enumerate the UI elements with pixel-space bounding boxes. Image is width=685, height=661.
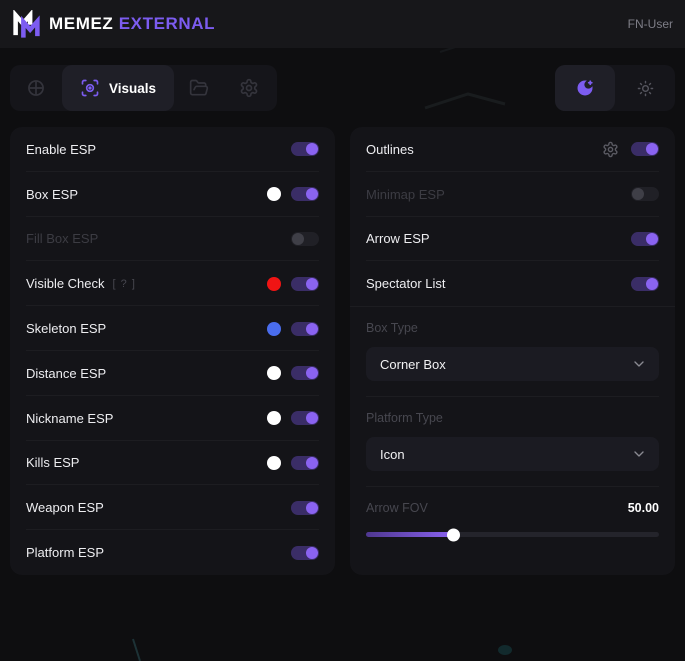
- row-fill-box-esp: Fill Box ESP: [10, 217, 335, 262]
- box-esp-toggle[interactable]: [291, 187, 319, 202]
- nickname-esp-color-swatch[interactable]: [267, 411, 281, 426]
- theme-light-button[interactable]: [615, 65, 675, 111]
- arrow-fov-section: Arrow FOV 50.00: [350, 487, 675, 553]
- header-bar: MEMEZ EXTERNAL FN-User: [0, 0, 685, 48]
- box-type-value: Corner Box: [380, 356, 446, 372]
- outlines-settings-gear-icon[interactable]: [602, 141, 619, 158]
- skeleton-esp-color-swatch[interactable]: [267, 321, 281, 336]
- row-skeleton-esp: Skeleton ESP: [10, 306, 335, 351]
- platform-type-section: Platform Type Icon: [350, 397, 675, 488]
- minimap-esp-label: Minimap ESP: [366, 186, 445, 202]
- distance-esp-label: Distance ESP: [26, 365, 107, 381]
- nav-tabbar: Visuals: [10, 65, 277, 111]
- platform-type-label: Platform Type: [366, 411, 443, 426]
- arrow-fov-slider[interactable]: [366, 528, 659, 542]
- tab-aim[interactable]: [10, 65, 62, 111]
- chevron-down-icon: [631, 356, 647, 372]
- outlines-label: Outlines: [366, 141, 414, 157]
- skeleton-esp-toggle[interactable]: [291, 321, 319, 336]
- theme-dark-button[interactable]: [555, 65, 615, 111]
- tab-configs[interactable]: [174, 65, 224, 111]
- arrow-fov-value: 50.00: [627, 501, 659, 516]
- row-nickname-esp: Nickname ESP: [10, 396, 335, 441]
- platform-esp-toggle[interactable]: [291, 545, 319, 560]
- spectator-list-label: Spectator List: [366, 276, 446, 292]
- chevron-down-icon: [631, 446, 647, 462]
- row-distance-esp: Distance ESP: [10, 351, 335, 396]
- app-title: MEMEZ EXTERNAL: [49, 14, 215, 34]
- username-label: FN-User: [627, 17, 673, 31]
- row-arrow-esp: Arrow ESP: [350, 217, 675, 262]
- box-type-select[interactable]: Corner Box: [366, 347, 659, 382]
- row-enable-esp: Enable ESP: [10, 127, 335, 172]
- outlines-toggle[interactable]: [631, 142, 659, 157]
- row-weapon-esp: Weapon ESP: [10, 485, 335, 530]
- arrow-esp-label: Arrow ESP: [366, 231, 430, 247]
- arrow-esp-toggle[interactable]: [631, 231, 659, 246]
- platform-type-select[interactable]: Icon: [366, 437, 659, 472]
- visible-check-label: Visible Check: [26, 276, 105, 292]
- enable-esp-toggle[interactable]: [291, 142, 319, 157]
- arrow-fov-label: Arrow FOV: [366, 501, 428, 516]
- tab-settings[interactable]: [224, 65, 274, 111]
- sun-icon: [637, 80, 653, 96]
- box-esp-color-swatch[interactable]: [267, 187, 281, 202]
- platform-type-value: Icon: [380, 446, 405, 462]
- nickname-esp-toggle[interactable]: [291, 411, 319, 426]
- box-esp-label: Box ESP: [26, 186, 79, 202]
- memez-logo-icon: [13, 9, 40, 38]
- brand-primary: MEMEZ: [49, 14, 114, 33]
- gear-icon: [240, 78, 258, 98]
- tab-visuals-label: Visuals: [108, 80, 157, 96]
- kills-esp-label: Kills ESP: [26, 455, 80, 471]
- fill-box-esp-toggle[interactable]: [291, 231, 319, 246]
- kills-esp-color-swatch[interactable]: [267, 455, 281, 470]
- row-platform-esp: Platform ESP: [10, 530, 335, 575]
- row-spectator-list: Spectator List: [350, 261, 675, 306]
- brand-accent: EXTERNAL: [118, 14, 216, 33]
- row-visible-check: Visible Check [ ? ]: [10, 261, 335, 306]
- row-box-esp: Box ESP: [10, 172, 335, 217]
- tab-visuals[interactable]: Visuals: [62, 65, 174, 111]
- platform-esp-label: Platform ESP: [26, 545, 105, 561]
- enable-esp-label: Enable ESP: [26, 141, 97, 157]
- visuals-right-panel: Outlines Minimap ESP Arrow ESP Spectator…: [350, 127, 675, 575]
- moon-star-icon: [577, 80, 593, 96]
- spectator-list-toggle[interactable]: [631, 276, 659, 291]
- kills-esp-toggle[interactable]: [291, 455, 319, 470]
- box-type-section: Box Type Corner Box: [350, 306, 675, 398]
- minimap-esp-toggle[interactable]: [631, 187, 659, 202]
- distance-esp-toggle[interactable]: [291, 366, 319, 381]
- nickname-esp-label: Nickname ESP: [26, 410, 114, 426]
- visible-check-color-swatch[interactable]: [267, 276, 281, 291]
- fill-box-esp-label: Fill Box ESP: [26, 231, 99, 247]
- box-type-label: Box Type: [366, 321, 418, 336]
- visuals-left-panel: Enable ESP Box ESP Fill Box ESP Visible …: [10, 127, 335, 575]
- distance-esp-color-swatch[interactable]: [267, 366, 281, 381]
- visible-check-toggle[interactable]: [291, 276, 319, 291]
- row-kills-esp: Kills ESP: [10, 441, 335, 486]
- row-minimap-esp: Minimap ESP: [350, 172, 675, 217]
- crosshair-icon: [28, 80, 44, 96]
- skeleton-esp-label: Skeleton ESP: [26, 321, 107, 337]
- theme-switch: [555, 65, 675, 111]
- folder-icon: [189, 79, 209, 96]
- scan-eye-icon: [81, 79, 99, 97]
- arrow-fov-slider-fill: [366, 528, 460, 542]
- row-outlines: Outlines: [350, 127, 675, 172]
- visible-check-help-hint: [ ? ]: [112, 277, 136, 290]
- weapon-esp-label: Weapon ESP: [26, 500, 104, 516]
- weapon-esp-toggle[interactable]: [291, 500, 319, 515]
- arrow-fov-slider-knob[interactable]: [446, 528, 460, 542]
